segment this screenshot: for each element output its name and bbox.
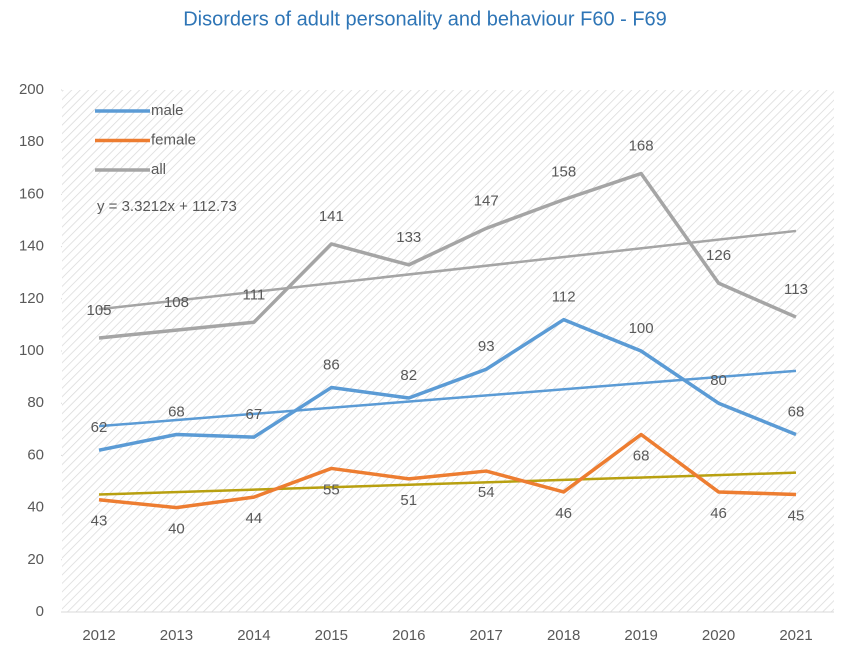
x-tick-label: 2012 bbox=[82, 627, 115, 644]
series-line bbox=[98, 171, 797, 340]
data-label: 46 bbox=[710, 505, 727, 522]
y-tick-label: 100 bbox=[19, 342, 44, 359]
chart-title: Disorders of adult personality and behav… bbox=[183, 8, 667, 30]
data-label: 113 bbox=[784, 281, 808, 298]
x-tick-label: 2019 bbox=[624, 627, 657, 644]
x-tick-label: 2021 bbox=[779, 627, 812, 644]
y-tick-label: 200 bbox=[19, 81, 44, 98]
data-label: 80 bbox=[710, 372, 727, 389]
data-label: 108 bbox=[164, 294, 189, 311]
data-label: 82 bbox=[400, 367, 417, 384]
data-label: 93 bbox=[478, 338, 495, 355]
data-label: 54 bbox=[478, 484, 495, 501]
data-label: 40 bbox=[168, 521, 185, 538]
data-label: 68 bbox=[633, 447, 650, 464]
x-tick-label: 2020 bbox=[702, 627, 735, 644]
data-label: 45 bbox=[788, 508, 805, 525]
legend-label: female bbox=[151, 131, 196, 148]
data-label: 141 bbox=[319, 208, 344, 225]
data-label: 111 bbox=[242, 286, 265, 303]
x-tick-label: 2015 bbox=[315, 627, 348, 644]
x-tick-label: 2018 bbox=[547, 627, 580, 644]
data-label: 158 bbox=[551, 164, 576, 181]
data-label: 68 bbox=[168, 403, 185, 420]
x-tick-label: 2014 bbox=[237, 627, 270, 644]
data-label: 68 bbox=[788, 403, 805, 420]
y-tick-label: 20 bbox=[27, 551, 44, 568]
y-tick-label: 60 bbox=[27, 446, 44, 463]
data-label: 168 bbox=[629, 137, 654, 154]
data-label: 62 bbox=[91, 419, 108, 436]
y-tick-label: 80 bbox=[27, 394, 44, 411]
x-tick-label: 2016 bbox=[392, 627, 425, 644]
trend-equation: y = 3.3212x + 112.73 bbox=[97, 198, 237, 215]
data-label: 126 bbox=[706, 247, 731, 264]
legend-label: male bbox=[151, 102, 184, 119]
data-label: 51 bbox=[400, 492, 417, 509]
data-label: 133 bbox=[396, 229, 421, 246]
data-label: 46 bbox=[555, 505, 572, 522]
data-label: 55 bbox=[323, 481, 340, 498]
series-line bbox=[98, 317, 797, 452]
y-tick-label: 160 bbox=[19, 185, 44, 202]
x-tick-label: 2017 bbox=[470, 627, 503, 644]
y-tick-label: 40 bbox=[27, 499, 44, 516]
trendline bbox=[98, 229, 797, 311]
data-label: 43 bbox=[91, 513, 108, 530]
data-label: 44 bbox=[246, 510, 263, 527]
y-tick-label: 140 bbox=[19, 238, 44, 255]
data-label: 86 bbox=[323, 357, 340, 374]
y-tick-label: 0 bbox=[36, 603, 44, 620]
data-label: 100 bbox=[629, 320, 654, 337]
plot-background bbox=[62, 90, 834, 612]
trendline bbox=[98, 369, 797, 428]
x-tick-label: 2013 bbox=[160, 627, 193, 644]
y-tick-label: 180 bbox=[19, 133, 44, 150]
series-line bbox=[98, 432, 797, 510]
data-label: 105 bbox=[86, 302, 111, 319]
legend-label: all bbox=[151, 161, 166, 178]
y-tick-label: 120 bbox=[19, 290, 44, 307]
data-label: 112 bbox=[552, 289, 576, 306]
data-label: 147 bbox=[474, 192, 499, 209]
trendline bbox=[98, 471, 797, 496]
data-label: 67 bbox=[246, 406, 263, 423]
